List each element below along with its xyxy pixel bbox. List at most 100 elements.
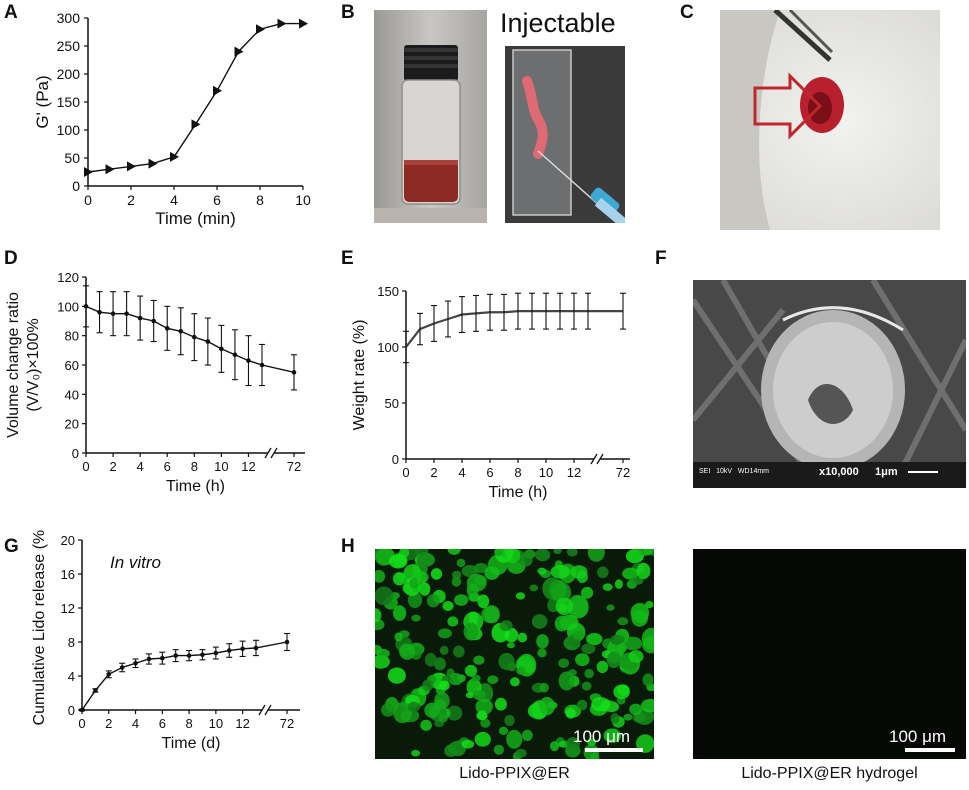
fluorescent-cell <box>375 569 386 583</box>
fluorescent-cell <box>575 653 590 667</box>
fluorescent-cell <box>537 567 547 575</box>
y-tick-label: 0 <box>392 452 399 467</box>
axis-break-mark <box>264 704 272 716</box>
panel-letter-b: B <box>341 2 355 23</box>
y-tick-label: 100 <box>57 122 81 138</box>
y-tick-label: 20 <box>61 533 75 548</box>
chart-e-weight-rate: 0 50 100 150 0 2 4 6 8 10 12 72 Time (h) Weight rate … <box>351 284 630 501</box>
sem-scale-label: 1μm <box>875 466 898 478</box>
sem-image: SEI 10kV WD14mm x10,000 1μm <box>693 280 966 488</box>
x-tick-label: 4 <box>170 192 178 208</box>
axis-break-mark <box>590 453 598 465</box>
fluorescent-cell <box>558 658 570 668</box>
fluorescent-cell <box>566 549 578 557</box>
x-tick-label: 6 <box>159 716 166 731</box>
fluorescent-cell <box>465 664 477 677</box>
caption-right: Lido-PPIX@ER hydrogel <box>741 765 918 782</box>
x-tick-label: 72 <box>287 459 301 474</box>
fluorescent-cell <box>465 692 474 699</box>
fluorescent-cell <box>642 673 654 687</box>
fluorescent-cell <box>610 634 623 645</box>
implant-site-photo <box>720 10 940 230</box>
fluorescent-cell <box>529 584 539 592</box>
fluorescent-cell <box>422 679 434 691</box>
y-tick-label: 200 <box>57 66 81 82</box>
fluorescent-cell <box>506 729 523 749</box>
fluorescent-cell <box>426 594 440 608</box>
panel-letter-e: E <box>341 248 354 269</box>
panel-letter-g: G <box>4 536 19 557</box>
data-point <box>226 648 232 653</box>
fluorescent-cell <box>393 702 413 724</box>
fluorescent-cell <box>636 562 651 580</box>
fluorescent-cell <box>474 731 491 747</box>
y-tick-label: 80 <box>65 329 79 344</box>
fluorescent-cell <box>610 713 620 724</box>
y-tick-label: 16 <box>61 567 75 582</box>
data-point <box>259 362 265 368</box>
fluorescent-cell <box>394 632 403 642</box>
x-tick-label: 6 <box>213 192 221 208</box>
fluorescent-cell <box>375 644 382 655</box>
x-tick-label: 0 <box>82 459 89 474</box>
fluorescent-cell <box>537 648 547 658</box>
sem-magnification: x10,000 <box>819 466 859 478</box>
data-point <box>205 339 211 344</box>
fluorescence-image-right: 100 μm <box>693 549 966 759</box>
axis-break-mark <box>596 453 604 465</box>
data-point <box>110 311 116 316</box>
data-point <box>191 119 201 130</box>
data-point <box>213 85 222 96</box>
fluorescent-cell <box>409 577 419 589</box>
x-tick-label: 12 <box>235 716 249 731</box>
y-axis-title: Volume change ratio <box>5 292 22 438</box>
data-point <box>192 334 197 340</box>
fluorescent-cell <box>565 708 576 719</box>
fluorescent-cell <box>442 601 454 611</box>
vial-photo <box>374 10 487 223</box>
y-tick-label: 40 <box>65 387 79 402</box>
fluorescent-cell <box>614 579 623 589</box>
fluorescent-cell <box>487 675 499 684</box>
x-tick-label: 6 <box>164 459 171 474</box>
fluorescent-cell <box>623 713 633 721</box>
fluorescent-cell <box>471 674 481 682</box>
fluorescent-cell <box>416 552 436 567</box>
scale-label-left: 100 μm <box>573 727 631 746</box>
fluorescent-cell <box>631 609 648 627</box>
fluorescent-cell <box>498 726 509 735</box>
x-tick-label: 8 <box>256 192 264 208</box>
fluorescent-cell <box>437 628 452 639</box>
fluorescent-cell <box>613 684 630 700</box>
panel-letter-c: C <box>680 2 694 23</box>
chart-d-volume-change: 0 20 40 60 80 100 120 0 2 4 6 8 10 12 72 Time (h) Volume… <box>5 270 305 495</box>
fluorescent-cell <box>587 549 605 562</box>
data-point <box>119 665 125 670</box>
scale-bar-left <box>585 748 643 752</box>
x-tick-label: 12 <box>567 465 581 480</box>
fluorescent-cell <box>430 568 443 580</box>
data-point <box>299 18 308 29</box>
y-axis-title-line2: (V/V₀)×100% <box>25 318 42 411</box>
data-point <box>133 660 138 666</box>
y-tick-label: 150 <box>377 284 399 299</box>
fluorescent-cell <box>516 666 526 675</box>
x-tick-label: 2 <box>105 716 112 731</box>
x-axis-title: Time (min) <box>155 209 236 228</box>
chart-a-storage-modulus: 0 50 100 150 200 250 300 0 2 4 6 8 10 Time (min) G' (P… <box>33 10 311 228</box>
x-tick-label: 2 <box>430 465 437 480</box>
data-point <box>137 315 143 321</box>
data-point <box>160 655 165 661</box>
fluorescent-cell <box>637 549 651 556</box>
fluorescent-cell <box>555 597 574 615</box>
fluorescent-cell <box>622 567 639 580</box>
scale-label-right: 100 μm <box>889 727 947 746</box>
y-tick-label: 50 <box>64 150 80 166</box>
x-tick-label: 0 <box>78 716 85 731</box>
axis-break-mark <box>270 447 278 459</box>
fluorescent-cell <box>629 703 642 715</box>
fluorescent-cell <box>606 604 615 611</box>
axis-break-mark <box>258 704 266 716</box>
fluorescent-cell <box>641 627 654 650</box>
data-point <box>253 645 259 651</box>
